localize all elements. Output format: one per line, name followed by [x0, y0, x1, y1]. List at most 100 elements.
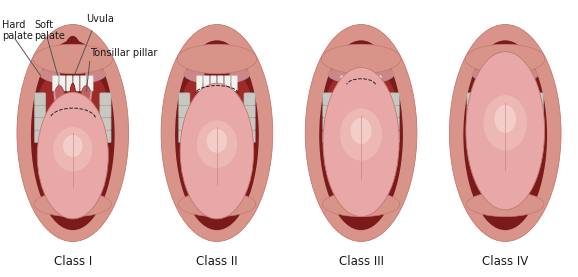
FancyBboxPatch shape: [53, 76, 58, 91]
Text: Class I: Class I: [54, 255, 92, 268]
FancyBboxPatch shape: [224, 76, 230, 91]
FancyBboxPatch shape: [467, 93, 478, 105]
FancyBboxPatch shape: [100, 105, 111, 118]
FancyBboxPatch shape: [376, 76, 381, 91]
FancyBboxPatch shape: [179, 130, 190, 143]
Ellipse shape: [34, 192, 112, 217]
FancyBboxPatch shape: [323, 105, 334, 118]
Ellipse shape: [80, 86, 92, 117]
FancyBboxPatch shape: [323, 118, 334, 130]
Text: Class IV: Class IV: [482, 255, 528, 268]
FancyBboxPatch shape: [388, 118, 399, 130]
Text: Hard
palate: Hard palate: [2, 20, 33, 41]
Ellipse shape: [470, 65, 541, 147]
FancyBboxPatch shape: [35, 105, 46, 118]
FancyBboxPatch shape: [467, 105, 478, 118]
FancyBboxPatch shape: [80, 76, 86, 91]
FancyBboxPatch shape: [73, 76, 79, 91]
Ellipse shape: [63, 135, 83, 157]
Ellipse shape: [31, 40, 114, 230]
FancyBboxPatch shape: [506, 76, 512, 91]
FancyBboxPatch shape: [467, 130, 478, 143]
Ellipse shape: [323, 67, 399, 217]
Ellipse shape: [37, 92, 108, 219]
Ellipse shape: [33, 44, 113, 74]
Ellipse shape: [161, 24, 273, 242]
Ellipse shape: [305, 24, 417, 242]
Ellipse shape: [207, 129, 227, 153]
Ellipse shape: [178, 192, 255, 217]
Ellipse shape: [359, 83, 364, 92]
Ellipse shape: [465, 44, 545, 74]
FancyBboxPatch shape: [244, 118, 255, 130]
FancyBboxPatch shape: [87, 76, 93, 91]
FancyBboxPatch shape: [35, 93, 46, 105]
Ellipse shape: [197, 120, 237, 168]
FancyBboxPatch shape: [210, 76, 216, 91]
FancyBboxPatch shape: [467, 118, 478, 130]
Ellipse shape: [60, 36, 86, 117]
Ellipse shape: [492, 63, 518, 90]
FancyBboxPatch shape: [179, 105, 190, 118]
Ellipse shape: [321, 44, 401, 74]
FancyBboxPatch shape: [355, 76, 361, 91]
FancyBboxPatch shape: [244, 105, 255, 118]
Text: Uvula: Uvula: [86, 14, 114, 24]
Ellipse shape: [484, 95, 527, 150]
Text: Soft
palate: Soft palate: [34, 20, 65, 41]
Ellipse shape: [328, 64, 395, 84]
Ellipse shape: [39, 64, 106, 84]
Ellipse shape: [466, 52, 544, 210]
Ellipse shape: [183, 64, 250, 84]
FancyBboxPatch shape: [66, 76, 72, 91]
Ellipse shape: [37, 65, 108, 147]
Ellipse shape: [319, 40, 403, 230]
Ellipse shape: [214, 83, 220, 101]
Ellipse shape: [53, 127, 92, 171]
FancyBboxPatch shape: [35, 130, 46, 143]
Ellipse shape: [17, 24, 128, 242]
Ellipse shape: [464, 40, 547, 230]
FancyBboxPatch shape: [179, 118, 190, 130]
FancyBboxPatch shape: [340, 76, 347, 91]
Text: Class III: Class III: [339, 255, 384, 268]
Ellipse shape: [466, 192, 544, 217]
FancyBboxPatch shape: [532, 105, 543, 118]
Ellipse shape: [325, 65, 397, 147]
FancyBboxPatch shape: [499, 76, 505, 91]
FancyBboxPatch shape: [197, 76, 202, 91]
Text: Class II: Class II: [196, 255, 238, 268]
FancyBboxPatch shape: [323, 93, 334, 105]
FancyBboxPatch shape: [203, 76, 209, 91]
Ellipse shape: [175, 40, 259, 230]
FancyBboxPatch shape: [362, 76, 368, 91]
FancyBboxPatch shape: [100, 93, 111, 105]
FancyBboxPatch shape: [520, 76, 525, 91]
FancyBboxPatch shape: [244, 93, 255, 105]
Ellipse shape: [349, 54, 373, 99]
FancyBboxPatch shape: [60, 76, 65, 91]
FancyBboxPatch shape: [100, 118, 111, 130]
FancyBboxPatch shape: [388, 130, 399, 143]
Ellipse shape: [494, 105, 516, 133]
FancyBboxPatch shape: [100, 130, 111, 143]
FancyBboxPatch shape: [35, 118, 46, 130]
Ellipse shape: [70, 83, 76, 111]
FancyBboxPatch shape: [244, 130, 255, 143]
FancyBboxPatch shape: [513, 76, 518, 91]
FancyBboxPatch shape: [532, 93, 543, 105]
FancyBboxPatch shape: [532, 118, 543, 130]
Ellipse shape: [351, 118, 372, 144]
Ellipse shape: [180, 83, 254, 219]
FancyBboxPatch shape: [369, 76, 375, 91]
FancyBboxPatch shape: [485, 76, 491, 91]
Ellipse shape: [181, 65, 253, 147]
FancyBboxPatch shape: [231, 76, 238, 91]
Ellipse shape: [323, 192, 400, 217]
FancyBboxPatch shape: [532, 130, 543, 143]
Ellipse shape: [340, 109, 382, 161]
FancyBboxPatch shape: [388, 105, 399, 118]
Text: Tonsillar pillar: Tonsillar pillar: [90, 48, 157, 58]
FancyBboxPatch shape: [179, 93, 190, 105]
Ellipse shape: [54, 86, 65, 117]
